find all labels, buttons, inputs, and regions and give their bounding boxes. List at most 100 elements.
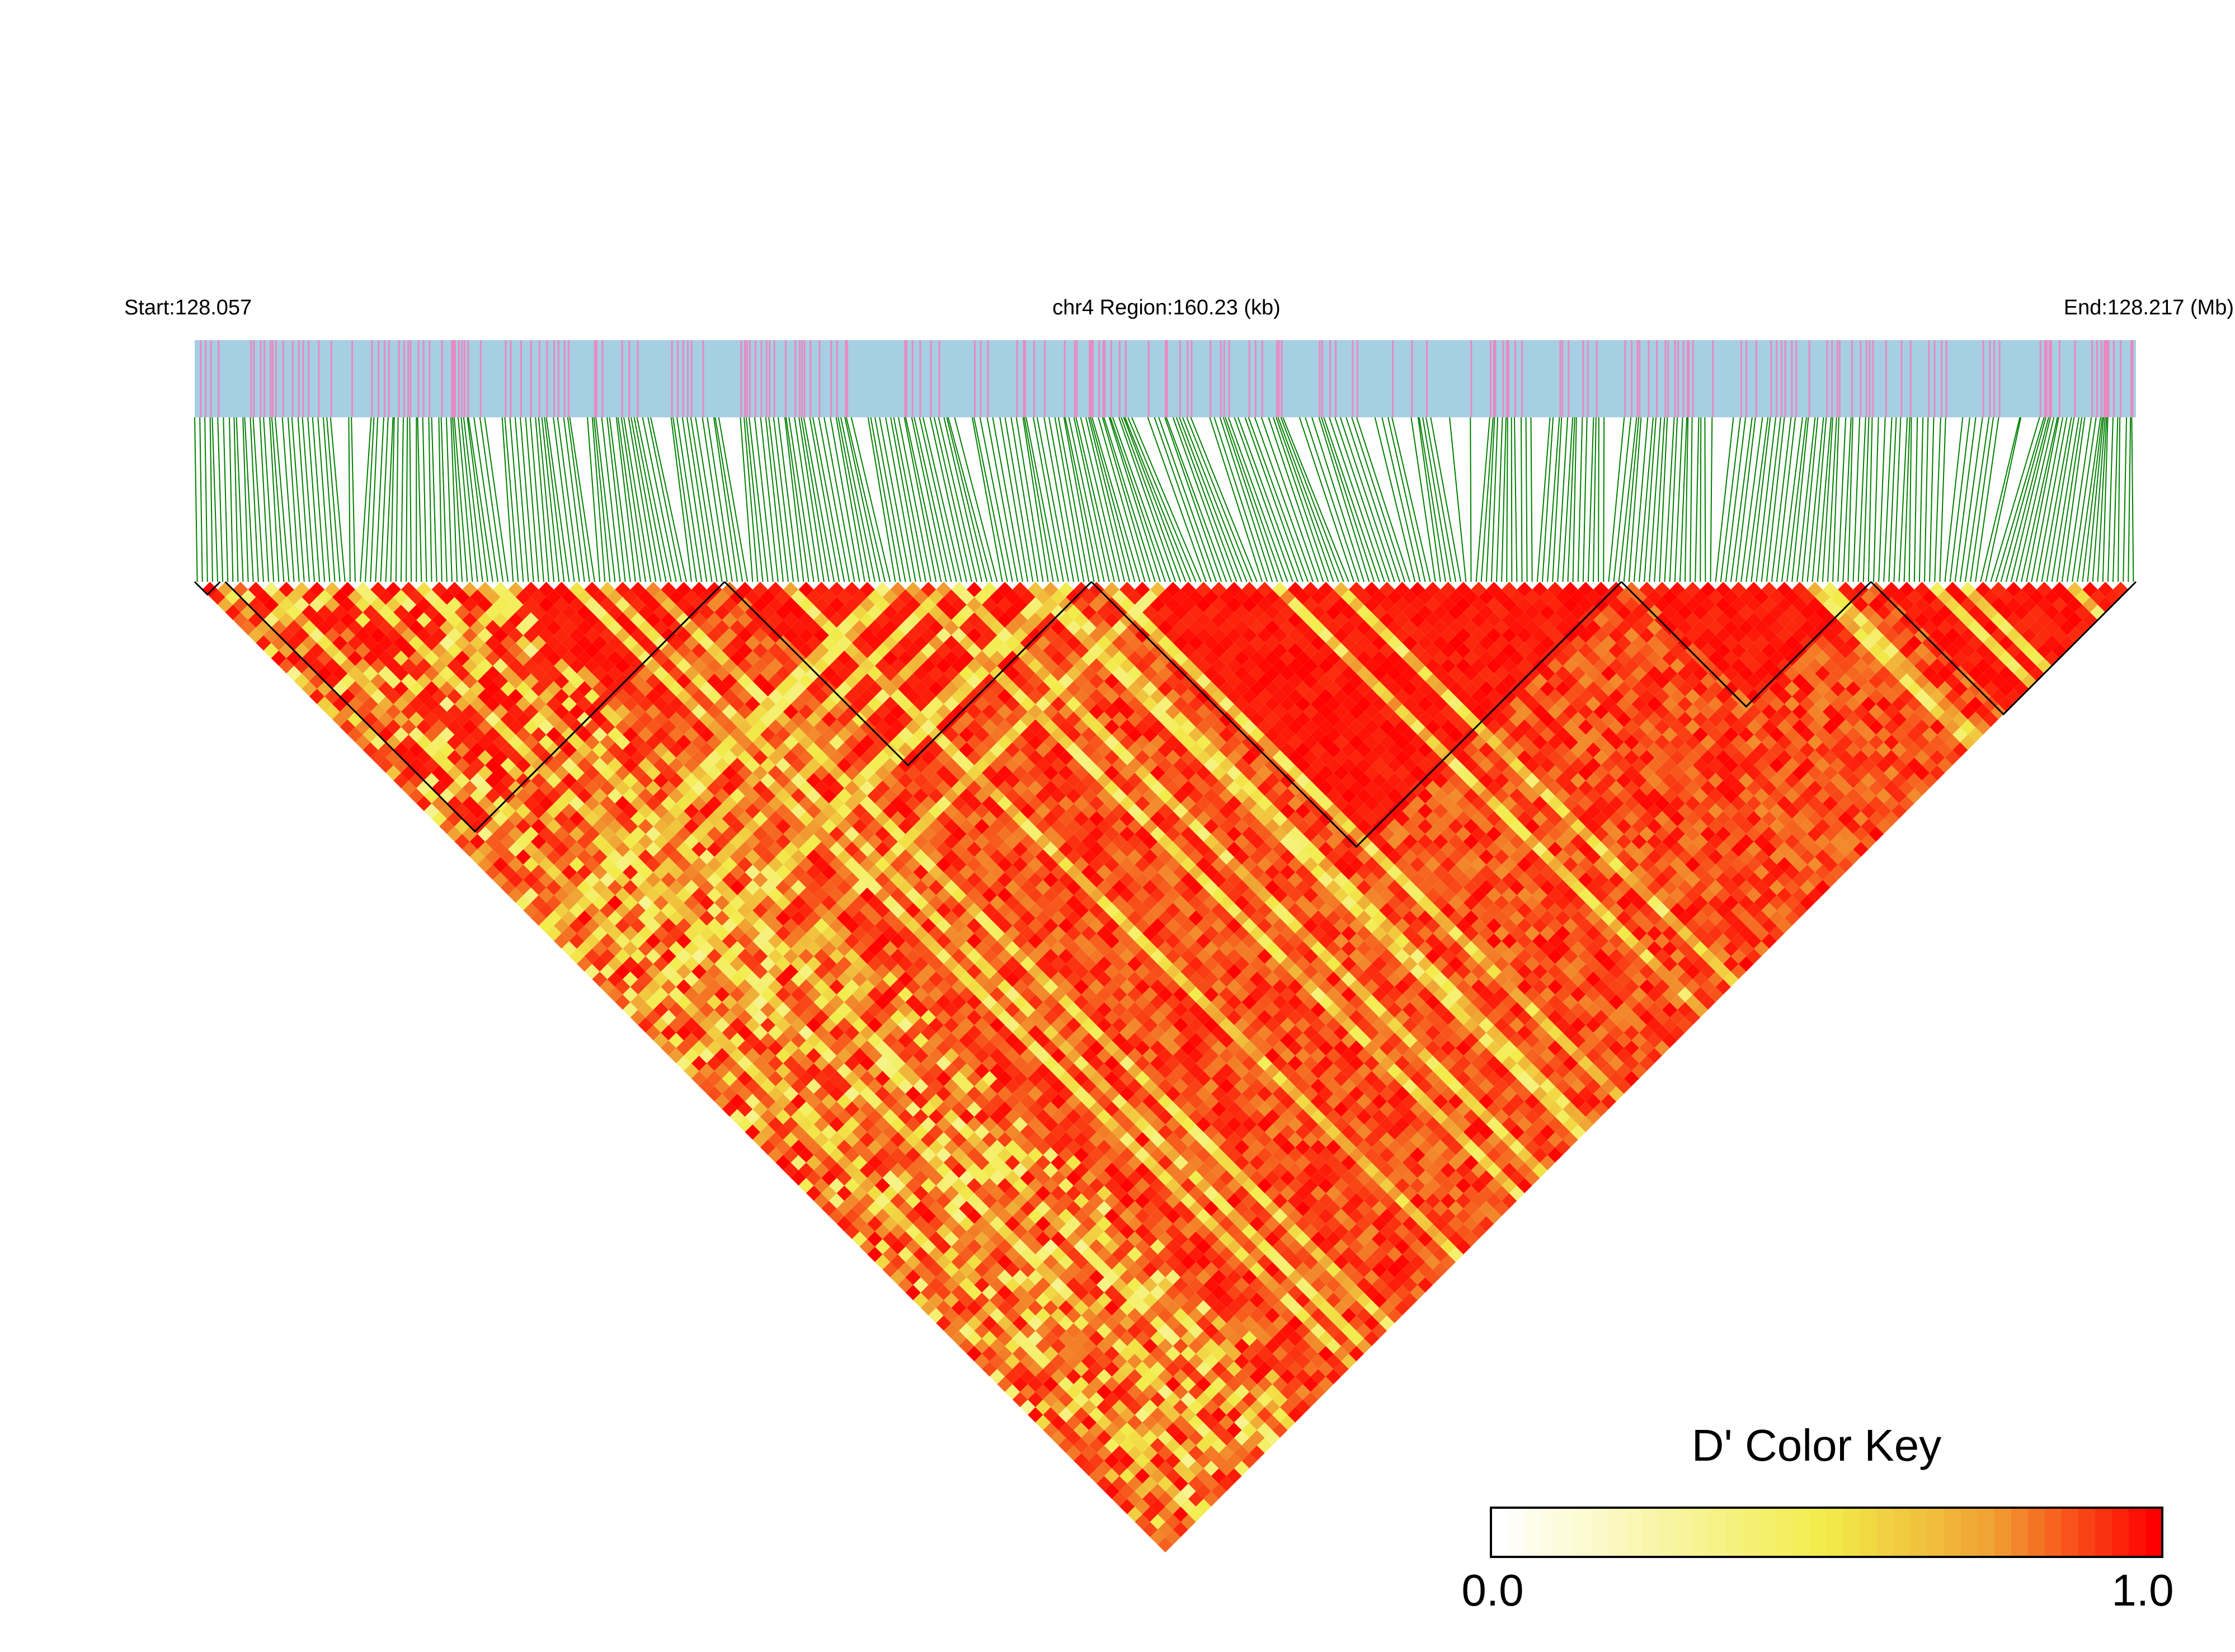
snp-connector: [773, 417, 794, 582]
snp-connector: [1949, 417, 1970, 582]
ld-cell: [279, 658, 294, 674]
ld-cell: [1180, 1407, 1196, 1423]
ld-cell: [752, 918, 768, 934]
ld-cell: [363, 696, 378, 712]
ld-cell: [890, 1040, 906, 1056]
ld-cell: [867, 757, 883, 773]
ld-cell: [1287, 1208, 1303, 1224]
ld-cell: [646, 704, 661, 719]
ld-cell: [638, 788, 653, 804]
ld-cell: [1173, 1292, 1188, 1308]
ld-cell: [1058, 1239, 1074, 1255]
ld-cell: [691, 735, 707, 750]
ld-cell: [592, 788, 608, 804]
ld-cell: [1302, 1193, 1319, 1209]
ld-cell: [768, 1102, 783, 1117]
ld-cell: [1150, 1239, 1165, 1255]
ld-cell: [752, 628, 768, 643]
ld-cell: [1371, 1216, 1387, 1232]
ld-cell: [714, 925, 730, 942]
ld-cell: [577, 635, 592, 651]
ld-cell: [1249, 1140, 1265, 1155]
ld-cell: [623, 1002, 638, 1018]
ld-cell: [1081, 1277, 1097, 1293]
ld-cell: [1035, 1079, 1051, 1094]
snp-connector: [1098, 417, 1146, 582]
ld-cell: [615, 582, 630, 597]
ld-cell: [1218, 1109, 1234, 1124]
ld-cell: [561, 742, 577, 758]
ld-cell: [982, 1147, 997, 1163]
ld-cell: [416, 796, 432, 811]
snp-connector: [1690, 417, 1693, 582]
ld-cell: [1035, 1063, 1051, 1079]
ld-cell: [997, 948, 1013, 964]
ld-cell: [989, 1292, 1005, 1308]
ld-cell: [592, 910, 608, 926]
snp-connector: [595, 417, 616, 582]
ld-cell: [584, 658, 600, 674]
ld-cell: [737, 1071, 753, 1086]
ld-cell: [1119, 948, 1135, 964]
ld-cell: [577, 742, 592, 758]
ld-cell: [836, 742, 852, 758]
ld-cell: [1119, 1208, 1135, 1224]
ld-cell: [966, 1040, 982, 1056]
ld-cell: [531, 681, 547, 696]
ld-cell: [851, 956, 868, 972]
snp-connector: [1123, 417, 1187, 582]
snp-connector: [2092, 417, 2106, 582]
ld-cell: [469, 666, 486, 681]
ld-cell: [959, 956, 975, 972]
snp-connector: [1924, 417, 1929, 582]
snp-connector: [754, 417, 774, 582]
ld-cell: [1020, 1109, 1036, 1124]
ld-cell: [851, 925, 868, 942]
ld-cell: [1119, 1117, 1135, 1132]
ld-cell: [890, 1056, 906, 1071]
ld-cell: [378, 589, 394, 605]
ld-cell: [1188, 1109, 1204, 1124]
ld-cell: [928, 1246, 944, 1262]
ld-cell: [592, 925, 608, 942]
snp-mark: [1677, 340, 1679, 417]
ld-cell: [1043, 1300, 1058, 1316]
snp-connector: [1618, 417, 1638, 582]
ld-cell: [890, 994, 906, 1010]
ld-cell: [500, 742, 516, 758]
ld-cell: [836, 1170, 852, 1186]
ld-cell: [806, 879, 822, 896]
ld-cell: [1058, 1392, 1074, 1408]
ld-cell: [859, 719, 875, 735]
ld-cell: [569, 796, 585, 811]
ld-cell: [897, 803, 914, 819]
ld-cell: [408, 788, 424, 804]
ld-cell: [874, 918, 891, 934]
ld-cell: [768, 658, 783, 674]
ld-cell: [1005, 1323, 1020, 1339]
ld-cell: [623, 879, 638, 896]
snp-mark: [270, 340, 272, 417]
ld-cell: [669, 941, 684, 957]
ld-cell: [966, 933, 982, 949]
ld-cell: [1150, 1040, 1165, 1056]
ld-cell: [630, 765, 646, 781]
ld-cell: [546, 773, 562, 788]
ld-cell: [1180, 1484, 1196, 1499]
ld-cell: [1074, 1025, 1089, 1041]
snp-mark: [1165, 340, 1167, 417]
ld-cell: [768, 780, 783, 796]
snp-connector: [686, 417, 713, 582]
ld-cell: [974, 1155, 990, 1170]
ld-cell: [1142, 1476, 1158, 1491]
ld-cell: [554, 933, 570, 949]
ld-cell: [806, 1017, 822, 1033]
snp-connector: [1547, 417, 1560, 582]
ld-cell: [1074, 1300, 1089, 1316]
ld-cell: [1097, 1185, 1112, 1201]
snp-connector: [1975, 417, 1999, 582]
ld-cell: [271, 589, 286, 605]
ld-cell: [943, 773, 959, 788]
ld-cell: [714, 605, 730, 620]
ld-cell: [722, 628, 737, 643]
